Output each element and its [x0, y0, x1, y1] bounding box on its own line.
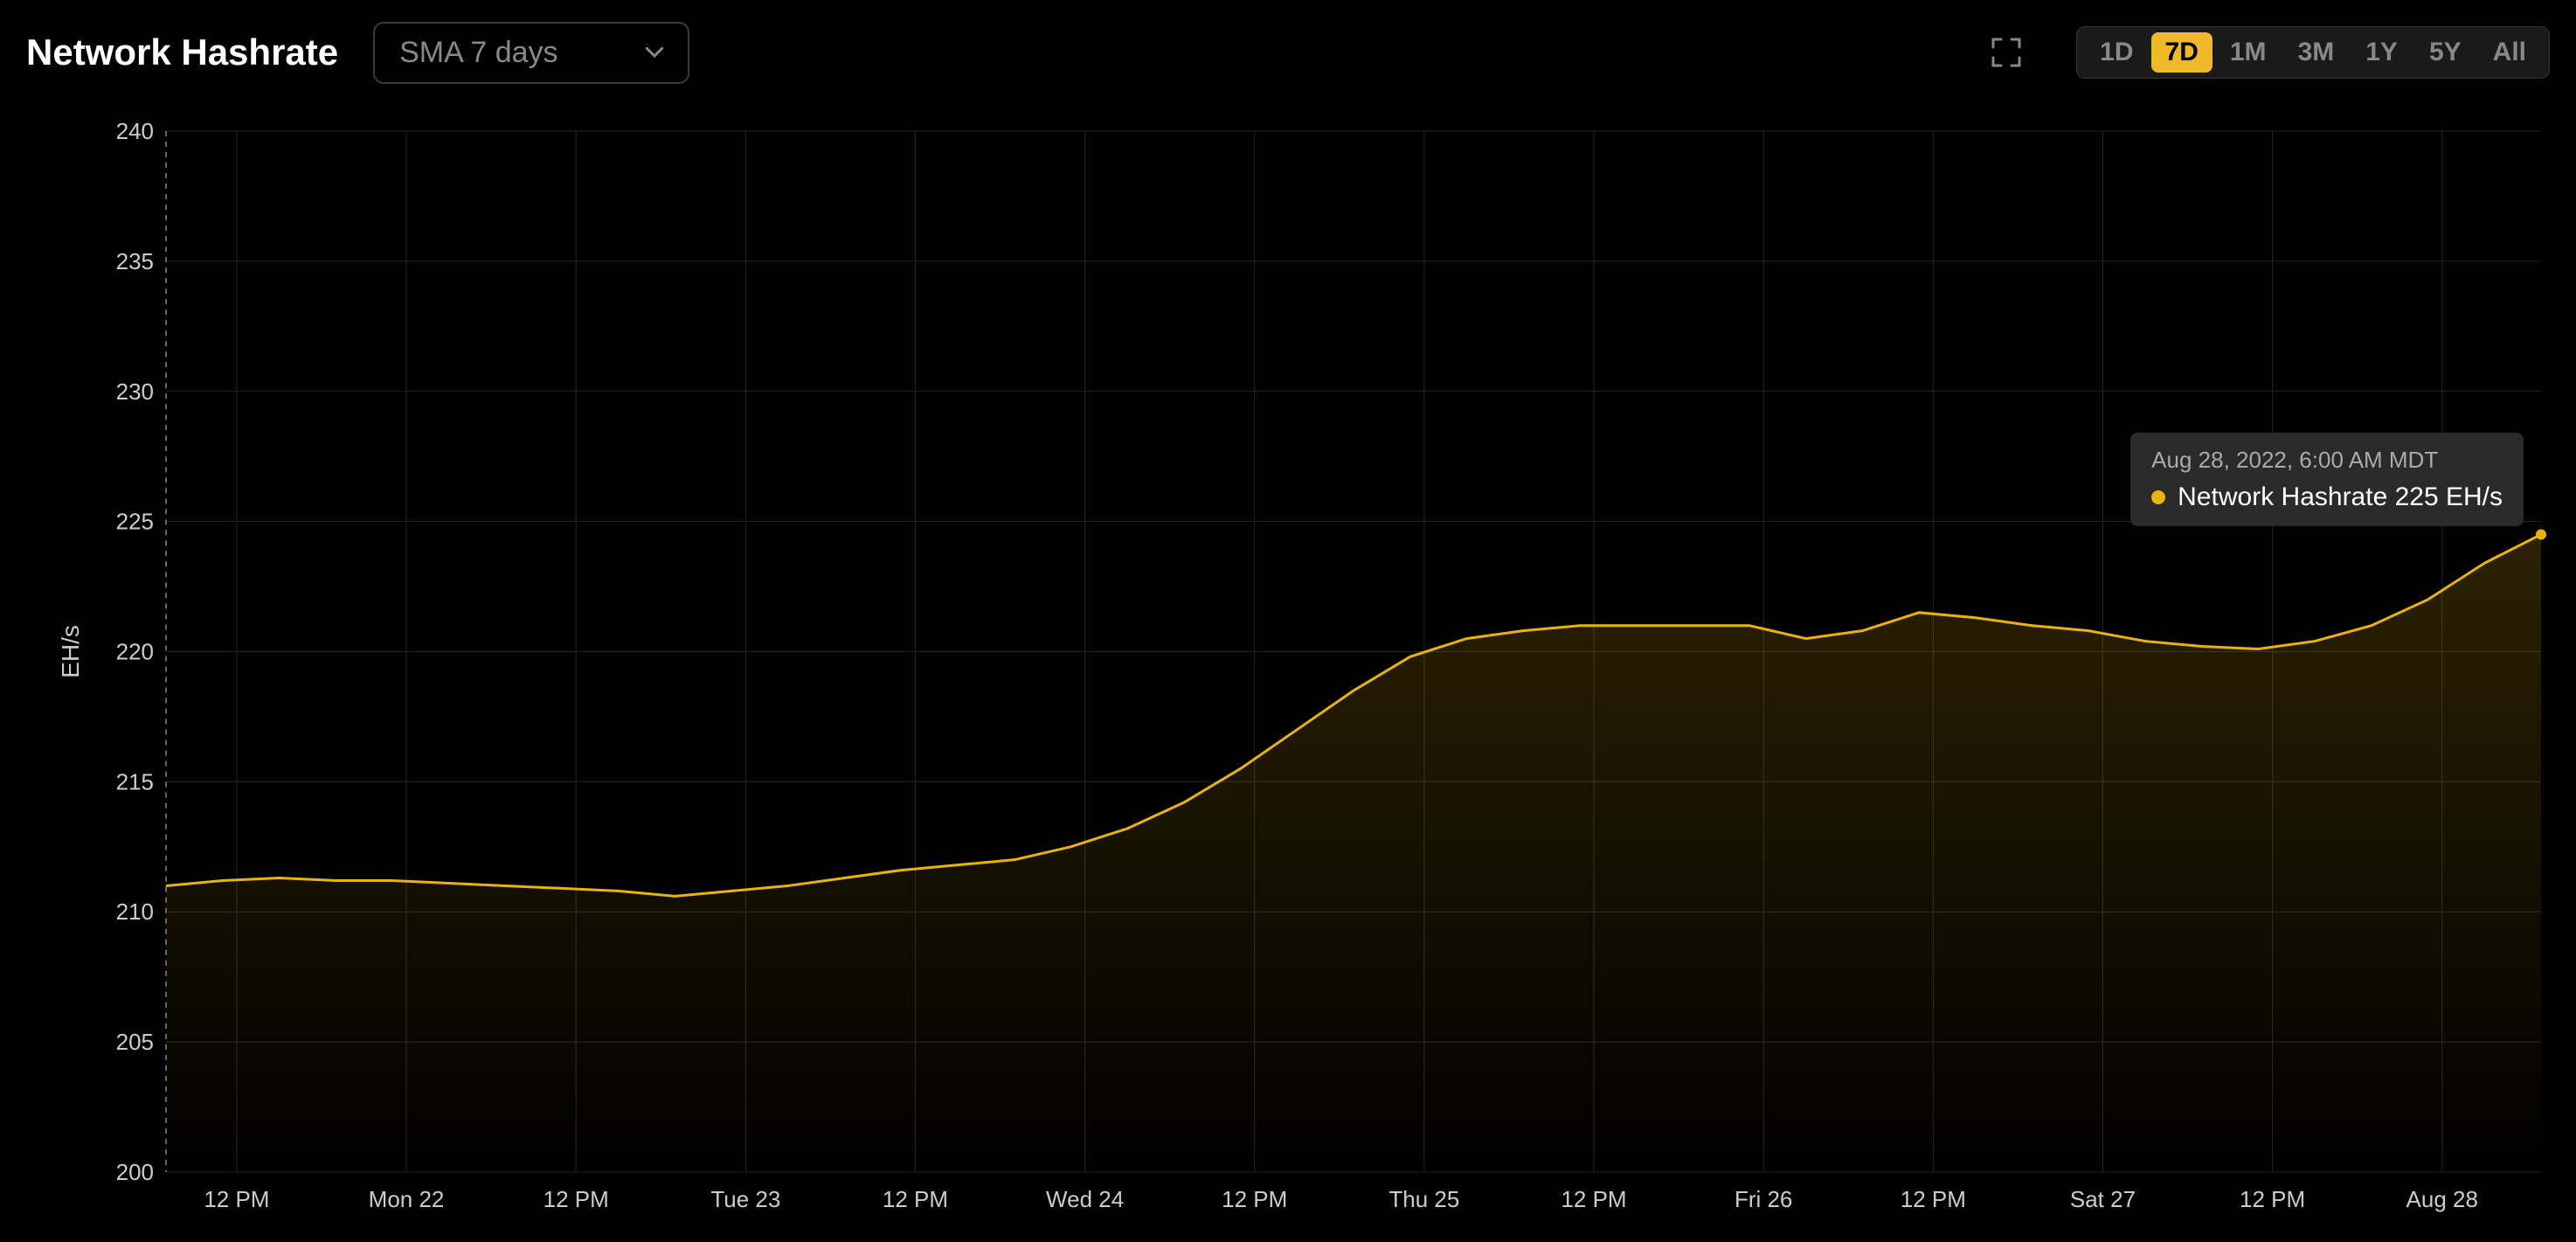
chart-panel: Network Hashrate SMA 7 days 1D7D1M3M1Y5Y… — [0, 0, 2576, 1242]
svg-text:Thu 25: Thu 25 — [1388, 1186, 1459, 1212]
svg-text:240: 240 — [116, 122, 154, 144]
svg-text:12 PM: 12 PM — [544, 1186, 609, 1212]
svg-text:220: 220 — [116, 638, 154, 664]
chart-area: 200 205 210 215 220 225 230 235 240 12 PM Mon 22 12… — [26, 122, 2550, 1225]
range-3m[interactable]: 3M — [2284, 32, 2349, 73]
svg-text:Mon 22: Mon 22 — [369, 1186, 445, 1212]
svg-text:230: 230 — [116, 378, 154, 405]
svg-text:235: 235 — [116, 248, 154, 274]
sma-dropdown-label: SMA 7 days — [399, 36, 557, 70]
chart-title: Network Hashrate — [26, 31, 338, 73]
svg-text:210: 210 — [116, 899, 154, 925]
svg-text:205: 205 — [116, 1029, 154, 1055]
svg-text:12 PM: 12 PM — [1561, 1186, 1626, 1212]
time-range-group: 1D7D1M3M1Y5YAll — [2076, 26, 2550, 79]
range-5y[interactable]: 5Y — [2415, 32, 2476, 73]
svg-text:Wed 24: Wed 24 — [1046, 1186, 1124, 1212]
svg-text:Tue 23: Tue 23 — [710, 1186, 780, 1212]
range-1m[interactable]: 1M — [2216, 32, 2281, 73]
sma-dropdown[interactable]: SMA 7 days — [373, 22, 689, 84]
svg-text:Sat 27: Sat 27 — [2070, 1186, 2136, 1212]
chevron-down-icon — [646, 44, 663, 61]
svg-text:225: 225 — [116, 509, 154, 535]
svg-text:12 PM: 12 PM — [1222, 1186, 1287, 1212]
range-1y[interactable]: 1Y — [2351, 32, 2412, 73]
svg-text:12 PM: 12 PM — [204, 1186, 269, 1212]
svg-text:Aug 28: Aug 28 — [2406, 1186, 2478, 1212]
svg-text:Fri 26: Fri 26 — [1735, 1186, 1792, 1212]
hashrate-chart[interactable]: 200 205 210 215 220 225 230 235 240 12 PM Mon 22 12… — [26, 122, 2550, 1225]
chart-header: Network Hashrate SMA 7 days 1D7D1M3M1Y5Y… — [26, 17, 2550, 87]
svg-text:200: 200 — [116, 1159, 154, 1185]
svg-text:12 PM: 12 PM — [883, 1186, 948, 1212]
range-1d[interactable]: 1D — [2086, 32, 2147, 73]
svg-text:12 PM: 12 PM — [2240, 1186, 2305, 1212]
svg-text:EH/s: EH/s — [57, 625, 84, 678]
range-all[interactable]: All — [2479, 32, 2540, 73]
fullscreen-icon[interactable] — [1989, 35, 2024, 70]
svg-text:12 PM: 12 PM — [1901, 1186, 1966, 1212]
svg-text:215: 215 — [116, 768, 154, 794]
range-7d[interactable]: 7D — [2151, 32, 2212, 73]
